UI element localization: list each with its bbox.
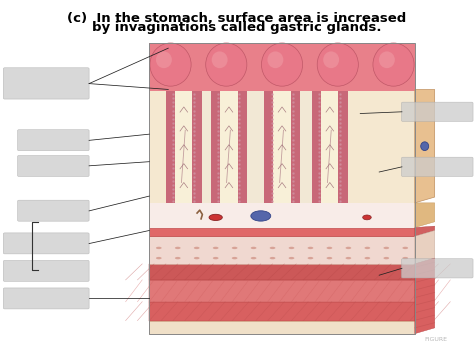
Bar [338, 91, 348, 203]
FancyBboxPatch shape [401, 102, 473, 121]
Bar [211, 91, 220, 203]
Bar [149, 236, 415, 264]
Ellipse shape [289, 257, 294, 259]
Ellipse shape [232, 247, 237, 249]
Bar [312, 91, 321, 203]
Text: (c)  In the stomach, surface area is increased: (c) In the stomach, surface area is incr… [67, 12, 407, 25]
Bar [264, 91, 273, 203]
FancyBboxPatch shape [401, 157, 473, 176]
Ellipse shape [270, 247, 275, 249]
Ellipse shape [383, 257, 389, 259]
FancyBboxPatch shape [3, 260, 89, 281]
Polygon shape [415, 89, 435, 203]
Ellipse shape [251, 257, 256, 259]
Ellipse shape [379, 51, 395, 68]
Ellipse shape [175, 257, 181, 259]
Bar [220, 91, 237, 203]
FancyBboxPatch shape [401, 259, 473, 278]
Ellipse shape [206, 43, 247, 86]
Ellipse shape [365, 257, 370, 259]
Ellipse shape [323, 51, 339, 68]
Ellipse shape [156, 247, 162, 249]
FancyBboxPatch shape [3, 288, 89, 309]
Bar [300, 91, 312, 203]
Bar [175, 91, 192, 203]
Bar [149, 302, 415, 321]
Ellipse shape [373, 43, 414, 86]
Polygon shape [415, 203, 435, 228]
Ellipse shape [402, 257, 408, 259]
Ellipse shape [267, 51, 283, 68]
Ellipse shape [346, 257, 351, 259]
Bar [202, 91, 211, 203]
Ellipse shape [194, 257, 200, 259]
Ellipse shape [212, 51, 228, 68]
Text: FIGURE: FIGURE [424, 336, 447, 342]
FancyBboxPatch shape [18, 130, 89, 151]
Bar [321, 91, 338, 203]
Ellipse shape [232, 257, 237, 259]
Ellipse shape [346, 247, 351, 249]
Bar [237, 91, 247, 203]
Polygon shape [415, 258, 435, 334]
Bar [291, 91, 300, 203]
Ellipse shape [251, 211, 271, 221]
FancyBboxPatch shape [3, 68, 89, 99]
Ellipse shape [363, 215, 371, 220]
Ellipse shape [317, 43, 358, 86]
Polygon shape [415, 226, 435, 236]
Ellipse shape [175, 247, 181, 249]
Ellipse shape [156, 51, 172, 68]
Ellipse shape [150, 43, 191, 86]
Ellipse shape [402, 247, 408, 249]
Ellipse shape [308, 257, 313, 259]
Ellipse shape [289, 247, 294, 249]
Ellipse shape [308, 247, 313, 249]
FancyBboxPatch shape [18, 155, 89, 176]
Bar [149, 203, 415, 228]
Ellipse shape [262, 43, 302, 86]
Bar [273, 91, 291, 203]
Ellipse shape [251, 247, 256, 249]
Bar [149, 264, 415, 280]
Ellipse shape [327, 257, 332, 259]
Bar [149, 321, 415, 334]
Bar [192, 91, 202, 203]
FancyBboxPatch shape [18, 200, 89, 221]
Text: by invaginations called gastric glands.: by invaginations called gastric glands. [92, 21, 382, 34]
Bar [149, 43, 415, 91]
Bar [149, 43, 415, 334]
Ellipse shape [209, 214, 222, 221]
Bar [149, 228, 415, 236]
Polygon shape [415, 230, 435, 264]
Ellipse shape [194, 247, 200, 249]
Bar [247, 91, 264, 203]
Ellipse shape [213, 247, 219, 249]
Ellipse shape [421, 142, 428, 151]
Ellipse shape [270, 257, 275, 259]
Bar [149, 280, 415, 302]
Ellipse shape [156, 257, 162, 259]
Ellipse shape [383, 247, 389, 249]
Ellipse shape [327, 247, 332, 249]
Bar [166, 91, 175, 203]
FancyBboxPatch shape [3, 233, 89, 254]
Ellipse shape [213, 257, 219, 259]
Bar [149, 89, 415, 203]
Ellipse shape [365, 247, 370, 249]
